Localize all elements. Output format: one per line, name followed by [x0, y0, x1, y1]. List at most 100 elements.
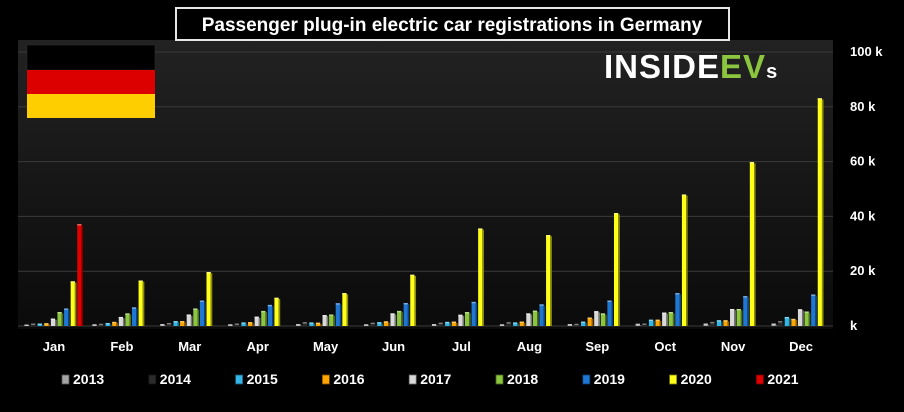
title-box: Passenger plug-in electric car registrat… — [175, 7, 730, 41]
bar — [668, 312, 675, 326]
bar — [57, 312, 64, 326]
legend-swatch — [669, 374, 677, 385]
y-tick-label: k — [850, 318, 858, 333]
bar — [403, 302, 410, 326]
bar — [112, 321, 118, 326]
bar — [817, 98, 824, 326]
bar — [160, 324, 167, 326]
x-tick-label: Aug — [517, 339, 542, 354]
bar — [186, 314, 193, 326]
bar — [574, 323, 581, 326]
x-tick-label: Sep — [585, 339, 609, 354]
bar — [594, 311, 600, 326]
bar — [248, 322, 254, 326]
flag-stripe-red — [27, 70, 155, 94]
legend-label: 2016 — [333, 371, 364, 387]
bar — [77, 224, 84, 326]
bar — [370, 322, 377, 326]
bar — [241, 322, 248, 326]
x-tick-label: Apr — [247, 339, 269, 354]
bar — [675, 293, 682, 326]
bar — [771, 323, 778, 326]
bar — [180, 321, 186, 326]
bar — [315, 322, 322, 326]
bar — [24, 324, 31, 326]
bar — [778, 321, 784, 326]
brand-logo: INSIDEEVs — [604, 48, 778, 85]
bar — [342, 293, 349, 326]
x-tick-label: Jul — [452, 339, 471, 354]
bar — [105, 322, 112, 326]
bar — [804, 311, 811, 326]
bar — [797, 309, 804, 326]
bar — [138, 280, 145, 326]
bar — [302, 322, 309, 326]
legend-item: 2020 — [669, 371, 712, 387]
bar — [655, 319, 662, 326]
bar — [383, 321, 390, 326]
y-tick-label: 40 k — [850, 208, 876, 223]
bar — [228, 324, 235, 326]
bar — [710, 321, 717, 326]
x-tick-label: Feb — [110, 339, 133, 354]
brand-logo-suffix: s — [766, 61, 778, 83]
bar — [118, 316, 125, 326]
bar — [539, 304, 546, 326]
bar — [703, 323, 710, 326]
x-tick-label: Mar — [178, 339, 201, 354]
legend-item: 2017 — [408, 371, 452, 387]
brand-logo-ev: EV — [720, 48, 766, 85]
chart-title: Passenger plug-in electric car registrat… — [202, 15, 703, 36]
bar — [64, 308, 70, 326]
bar — [451, 321, 458, 326]
bar — [546, 235, 552, 326]
bar — [607, 300, 614, 326]
bar — [364, 324, 370, 326]
bar — [125, 313, 132, 326]
bar — [431, 324, 438, 326]
bar — [723, 320, 730, 326]
bar — [730, 309, 736, 326]
bar — [309, 322, 316, 326]
bar — [662, 312, 668, 326]
bar — [506, 322, 513, 326]
x-tick-label: Jun — [382, 339, 405, 354]
legend-swatch — [235, 374, 244, 385]
legend-item: 2015 — [235, 371, 278, 387]
x-tick-label: Nov — [721, 339, 746, 354]
legend-label: 2021 — [767, 371, 798, 387]
bar — [749, 162, 756, 326]
legend-label: 2014 — [160, 371, 191, 387]
legend-label: 2020 — [681, 371, 712, 387]
legend-label: 2019 — [594, 371, 625, 387]
x-tick-label: Jan — [43, 339, 65, 354]
bar — [410, 274, 417, 326]
gridlines — [18, 51, 833, 327]
bar — [50, 318, 57, 326]
bars — [24, 98, 824, 326]
bar — [458, 314, 465, 326]
bar — [335, 303, 342, 326]
bar — [464, 312, 471, 326]
y-tick-label: 80 k — [850, 99, 876, 114]
bar — [743, 296, 750, 326]
bar — [478, 228, 484, 326]
bar — [642, 323, 649, 326]
legend-label: 2013 — [73, 371, 104, 387]
bar — [580, 321, 587, 326]
bar — [445, 321, 451, 326]
bar — [390, 313, 397, 326]
bar — [526, 313, 533, 326]
legend-item: 2019 — [582, 371, 625, 387]
title-frame — [175, 7, 730, 41]
bar — [600, 313, 607, 326]
bar — [267, 304, 274, 326]
legend-label: 2018 — [507, 371, 538, 387]
bar — [613, 213, 620, 326]
bar — [329, 314, 335, 326]
legend-item: 2016 — [321, 371, 365, 387]
bar — [811, 294, 817, 326]
bar — [377, 322, 384, 326]
bar — [173, 321, 180, 326]
bar — [31, 323, 37, 326]
